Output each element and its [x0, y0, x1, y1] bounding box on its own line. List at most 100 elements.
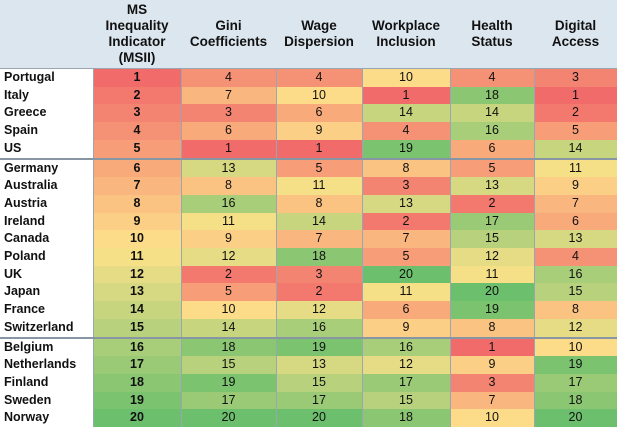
msii-cell: 15 — [93, 318, 182, 339]
msii-cell: 7 — [93, 177, 182, 195]
table-row: US 5 1 1 19 6 14 — [0, 139, 617, 160]
row-label-country: Australia — [0, 177, 94, 195]
row-label-country: Spain — [0, 122, 94, 140]
heatmap-cell: 9 — [534, 177, 617, 195]
table-row: Norway 20 20 20 18 10 20 — [0, 409, 617, 428]
msii-cell: 1 — [93, 68, 182, 87]
heatmap-cell: 20 — [450, 283, 535, 302]
heatmap-cell: 4 — [450, 68, 535, 87]
heatmap-cell: 8 — [181, 177, 277, 195]
column-header: Wage Dispersion — [276, 0, 362, 69]
heatmap-cell: 7 — [534, 194, 617, 213]
column-header-line: Inequality — [105, 18, 169, 33]
heatmap-cell: 2 — [181, 265, 277, 284]
heatmap-cell: 10 — [181, 301, 277, 319]
heatmap-cell: 15 — [362, 391, 451, 410]
heatmap-cell: 15 — [276, 373, 363, 392]
row-label-country: Switzerland — [0, 318, 94, 339]
heatmap-cell: 8 — [276, 194, 363, 213]
heatmap-cell: 12 — [362, 356, 451, 374]
msii-cell: 2 — [93, 86, 182, 105]
msii-cell: 4 — [93, 122, 182, 140]
heatmap-cell: 4 — [276, 68, 363, 87]
heatmap-cell: 8 — [362, 158, 451, 178]
heatmap-cell: 3 — [534, 68, 617, 87]
row-label-country: Portugal — [0, 68, 94, 87]
msii-cell: 12 — [93, 265, 182, 284]
heatmap-cell: 6 — [362, 301, 451, 319]
heatmap-cell: 7 — [362, 230, 451, 249]
heatmap-cell: 6 — [276, 104, 363, 123]
msii-cell: 18 — [93, 373, 182, 392]
column-header-line: Coefficients — [189, 34, 268, 49]
heatmap-cell: 5 — [534, 122, 617, 140]
column-header-line: Gini — [215, 18, 242, 33]
msii-cell: 13 — [93, 283, 182, 302]
heatmap-cell: 19 — [450, 301, 535, 319]
heatmap-body: Portugal 1 4 4 10 4 3 Italy 2 7 10 1 18 1 Greece 3 3 6 14 1… — [0, 68, 617, 428]
heatmap-cell: 13 — [534, 230, 617, 249]
heatmap-cell: 2 — [276, 283, 363, 302]
heatmap-cell: 19 — [534, 356, 617, 374]
heatmap-cell: 18 — [362, 409, 451, 428]
row-label-country: US — [0, 139, 94, 160]
msii-cell: 6 — [93, 158, 182, 178]
column-header-line: (MSII) — [118, 50, 156, 65]
heatmap-cell: 14 — [362, 104, 451, 123]
heatmap-cell: 1 — [276, 139, 363, 160]
heatmap-cell: 9 — [181, 230, 277, 249]
heatmap-cell: 19 — [181, 373, 277, 392]
row-label-country: Ireland — [0, 212, 94, 231]
table-row: Canada 10 9 7 7 15 13 — [0, 230, 617, 249]
heatmap-cell: 14 — [276, 212, 363, 231]
heatmap-cell: 17 — [534, 373, 617, 392]
heatmap-cell: 17 — [362, 373, 451, 392]
msii-cell: 19 — [93, 391, 182, 410]
column-header: Workplace Inclusion — [362, 0, 450, 69]
heatmap-cell: 20 — [362, 265, 451, 284]
heatmap-cell: 19 — [276, 337, 363, 357]
row-label-country: UK — [0, 265, 94, 284]
msii-cell: 16 — [93, 337, 182, 357]
heatmap-cell: 2 — [450, 194, 535, 213]
heatmap-cell: 3 — [450, 373, 535, 392]
column-header-line: Wage — [301, 18, 337, 33]
table-row: Ireland 9 11 14 2 17 6 — [0, 212, 617, 231]
heatmap-cell: 18 — [534, 391, 617, 410]
heatmap-cell: 15 — [450, 230, 535, 249]
heatmap-cell: 3 — [362, 177, 451, 195]
msii-cell: 17 — [93, 356, 182, 374]
table-row: Poland 11 12 18 5 12 4 — [0, 248, 617, 266]
table-row: Italy 2 7 10 1 18 1 — [0, 86, 617, 105]
heatmap-cell: 5 — [181, 283, 277, 302]
heatmap-cell: 9 — [450, 356, 535, 374]
heatmap-cell: 1 — [362, 86, 451, 105]
row-label-country: Netherlands — [0, 356, 94, 374]
heatmap-cell: 5 — [362, 248, 451, 266]
msii-cell: 8 — [93, 194, 182, 213]
table-row: Belgium 16 18 19 16 1 10 — [0, 337, 617, 357]
heatmap-cell: 7 — [181, 86, 277, 105]
column-header-line: Health — [471, 18, 513, 33]
heatmap-cell: 5 — [276, 158, 363, 178]
heatmap-cell: 6 — [534, 212, 617, 231]
heatmap-cell: 4 — [181, 68, 277, 87]
heatmap-cell: 19 — [362, 139, 451, 160]
column-header-line: Inclusion — [376, 34, 436, 49]
heatmap-cell: 1 — [534, 86, 617, 105]
msii-cell: 5 — [93, 139, 182, 160]
row-label-country: Japan — [0, 283, 94, 302]
header-row: MS Inequality Indicator (MSII) Gini Coeffici… — [0, 0, 617, 69]
heatmap-cell: 14 — [181, 318, 277, 339]
heatmap-cell: 11 — [534, 158, 617, 178]
heatmap-cell: 6 — [181, 122, 277, 140]
header-corner — [0, 0, 93, 69]
heatmap-cell: 8 — [450, 318, 535, 339]
heatmap-cell: 9 — [362, 318, 451, 339]
heatmap-cell: 10 — [534, 337, 617, 357]
table-row: Portugal 1 4 4 10 4 3 — [0, 68, 617, 87]
table-row: France 14 10 12 6 19 8 — [0, 301, 617, 319]
heatmap-cell: 18 — [276, 248, 363, 266]
heatmap-cell: 20 — [276, 409, 363, 428]
heatmap-cell: 15 — [534, 283, 617, 302]
